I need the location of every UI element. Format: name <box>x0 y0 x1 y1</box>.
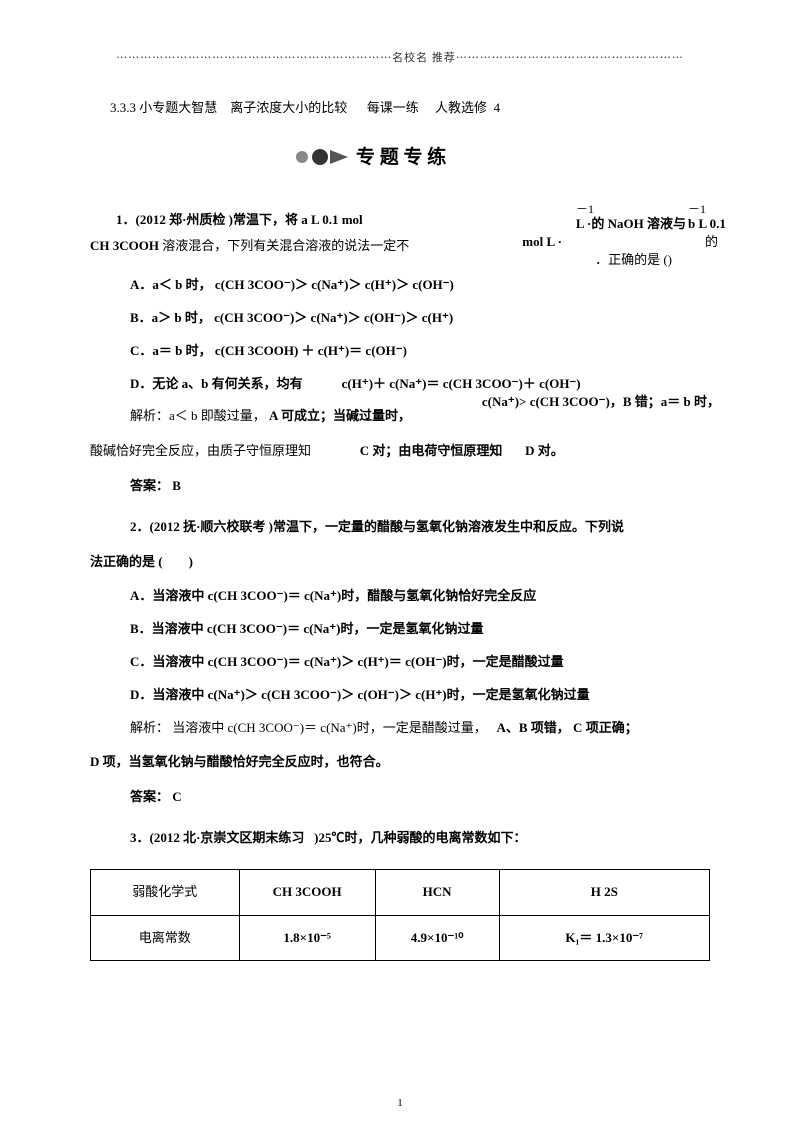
question-3-lead: 3．(2012 北·京崇文区期末练习 )25℃时，几种弱酸的电离常数如下： <box>90 828 710 849</box>
q1-analysis-2: 酸碱恰好完全反应，由质子守恒原理知 C 对；由电荷守恒原理知 D 对。 <box>90 441 710 462</box>
q1-option-b: B．a＞ b 时， c(CH 3COO⁻)＞ c(Na⁺)＞ c(OH⁻)＞ c… <box>90 308 710 329</box>
q1-answer: 答案： B <box>90 476 710 497</box>
q1-optd-a: D．无论 a、b 有何关系，均有 <box>130 376 303 391</box>
cell-h2: CH 3COOH <box>239 869 375 915</box>
page-number: 1 <box>0 1095 800 1113</box>
cell-r2: 1.8×10⁻⁵ <box>239 915 375 961</box>
title-num: 3.3.3 <box>110 100 136 115</box>
q1-ana1c: c(Na⁺)> c(CH 3COO⁻)，B 错；a＝ b 时， <box>482 392 720 413</box>
table-row: 弱酸化学式 CH 3COOH HCN H 2S <box>91 869 710 915</box>
q1-lead-f: 的 <box>705 229 718 255</box>
cell-h4: H 2S <box>499 869 709 915</box>
question-2-lead2: 法正确的是 ( ) <box>90 552 710 573</box>
q1-line2b: 溶液混合，下列有关混合溶液的说法一定不 <box>162 238 409 253</box>
q2-option-a: A．当溶液中 c(CH 3COO⁻)＝ c(Na⁺)时，醋酸与氢氧化钠恰好完全反… <box>90 586 710 607</box>
q1-ana1b: A 可成立；当碱过量时， <box>269 408 411 423</box>
cell-r4: K₁＝ 1.3×10⁻⁷ <box>499 915 709 961</box>
cell-h3: HCN <box>375 869 499 915</box>
q1-ana2b: C 对；由电荷守恒原理知 <box>360 443 503 458</box>
q1-line2c: ．正确的是 () <box>595 247 672 273</box>
question-1: －1 －1 1．(2012 郑·州质检 )常温下，将 a L 0.1 mol L… <box>90 207 710 259</box>
q2-option-b: B．当溶液中 c(CH 3COO⁻)＝ c(Na⁺)时，一定是氢氧化钠过量 <box>90 619 710 640</box>
title-t1: 小专题大智慧 <box>139 100 217 115</box>
q2-analysis-2: D 项，当氢氧化钠与醋酸恰好完全反应时，也符合。 <box>90 752 710 773</box>
page-header: ⋯⋯⋯⋯⋯⋯⋯⋯⋯⋯⋯⋯⋯⋯⋯⋯⋯⋯⋯⋯⋯⋯⋯名校名 推荐⋯⋯⋯⋯⋯⋯⋯⋯⋯⋯⋯… <box>90 50 710 68</box>
title-t4: 人教选修 <box>435 100 487 115</box>
q1-lead-c: L ·的 NaOH 溶液与 <box>576 211 686 237</box>
q1-ana2c: D 对。 <box>525 443 564 458</box>
q3-lead-a: 3．(2012 北·京崇文区期末练习 <box>130 830 304 845</box>
q1-option-d: D．无论 a、b 有何关系，均有 c(H⁺)＋ c(Na⁺)＝ c(CH 3CO… <box>90 374 710 395</box>
q3-lead-b: )25℃时，几种弱酸的电离常数如下： <box>314 830 526 845</box>
q1-lead-b: a L 0.1 mol <box>301 212 362 227</box>
q1-optd-b: c(H⁺)＋ c(Na⁺)＝ c(CH 3COO⁻)＋ c(OH⁻) <box>342 376 581 391</box>
banner-icon: 专 题 专 练 <box>290 142 510 172</box>
cell-r3: 4.9×10⁻¹⁰ <box>375 915 499 961</box>
q1-option-c: C．a＝ b 时， c(CH 3COOH) ＋ c(H⁺)＝ c(OH⁻) <box>90 341 710 362</box>
q2-ana1: 解析： 当溶液中 c(CH 3COO⁻)＝ c(Na⁺)时，一定是醋酸过量， <box>130 720 487 735</box>
banner: 专 题 专 练 <box>90 142 710 179</box>
q1-line2a: CH 3COOH <box>90 238 159 253</box>
q2-analysis-1: 解析： 当溶液中 c(CH 3COO⁻)＝ c(Na⁺)时，一定是醋酸过量， A… <box>90 718 710 739</box>
title-t2: 离子浓度大小的比较 <box>230 100 347 115</box>
svg-text:专 题 专 练: 专 题 专 练 <box>356 145 446 168</box>
q2-option-c: C．当溶液中 c(CH 3COO⁻)＝ c(Na⁺)＞ c(H⁺)＝ c(OH⁻… <box>90 652 710 673</box>
q1-option-a: A．a＜ b 时， c(CH 3COO⁻)＞ c(Na⁺)＞ c(H⁺)＞ c(… <box>90 275 710 296</box>
q2-answer: 答案： C <box>90 787 710 808</box>
cell-h1: 弱酸化学式 <box>91 869 240 915</box>
table-row: 电离常数 1.8×10⁻⁵ 4.9×10⁻¹⁰ K₁＝ 1.3×10⁻⁷ <box>91 915 710 961</box>
q2-option-d: D．当溶液中 c(Na⁺)＞ c(CH 3COO⁻)＞ c(OH⁻)＞ c(H⁺… <box>90 685 710 706</box>
q1-lead-e: mol L · <box>522 229 562 255</box>
q2-lead: 2．(2012 抚·顺六校联考 )常温下，一定量的醋酸与氢氧化钠溶液发生中和反应… <box>90 519 624 534</box>
q1-analysis-1: 解析：a＜ b 即酸过量， A 可成立；当碱过量时， c(Na⁺)> c(CH … <box>90 406 710 427</box>
section-title: 3.3.3 小专题大智慧 离子浓度大小的比较 每课一练 人教选修 4 <box>90 98 710 119</box>
q1-lead-a: 1．(2012 郑·州质检 )常温下，将 <box>90 207 298 233</box>
q2-ana1b: A、B 项错， C 项正确； <box>497 720 638 735</box>
acid-table: 弱酸化学式 CH 3COOH HCN H 2S 电离常数 1.8×10⁻⁵ 4.… <box>90 869 710 962</box>
title-t3: 每课一练 <box>367 100 419 115</box>
question-2-lead: 2．(2012 抚·顺六校联考 )常温下，一定量的醋酸与氢氧化钠溶液发生中和反应… <box>90 517 710 538</box>
cell-r1: 电离常数 <box>91 915 240 961</box>
q1-ana1a: 解析：a＜ b 即酸过量， <box>130 408 266 423</box>
title-t5: 4 <box>494 100 501 115</box>
q1-ana2a: 酸碱恰好完全反应，由质子守恒原理知 <box>90 443 311 458</box>
